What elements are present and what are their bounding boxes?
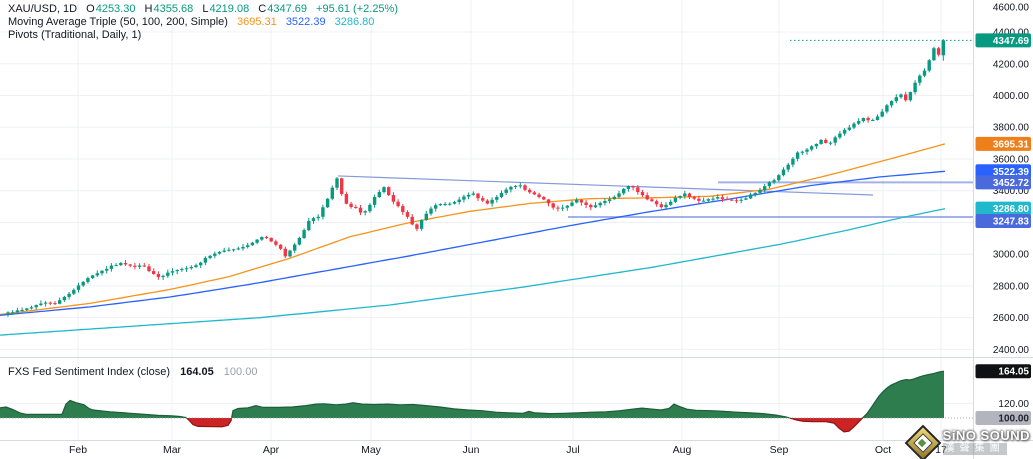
- price-scale-bg: [973, 0, 1033, 459]
- svg-text:4347.69: 4347.69: [993, 36, 1030, 47]
- price-axis-label: 4400.00: [993, 28, 1030, 39]
- price-axis-label: 120.00: [998, 399, 1029, 410]
- ma-indicator-title[interactable]: Moving Average Triple (50, 100, 200, Sim…: [8, 16, 228, 28]
- sino-sound-logo-icon: [904, 424, 942, 459]
- watermark-chinese-text: 漢聲集團: [942, 442, 1007, 455]
- time-axis-label: Aug: [673, 444, 692, 456]
- price-badge: 3522.39: [975, 164, 1031, 179]
- svg-text:3522.39: 3522.39: [993, 167, 1030, 178]
- sentiment-base-value: 100.00: [223, 366, 258, 378]
- ma-100-line[interactable]: [0, 170, 946, 316]
- price-axis-label: 4200.00: [993, 59, 1030, 70]
- time-scale-bg: [0, 440, 1033, 459]
- descending-trendline[interactable]: [337, 175, 874, 196]
- time-axis-label: Feb: [69, 444, 87, 456]
- open-value: 4253.30: [95, 3, 136, 15]
- price-badge: 100.00: [975, 411, 1031, 425]
- sentiment-area: [0, 370, 973, 433]
- price-scale[interactable]: 4600.00 4400.00 4200.00 4000.00 3800.00 3600.…: [975, 3, 1032, 426]
- pivots-indicator-row[interactable]: Pivots (Traditional, Daily, 1): [8, 29, 398, 42]
- time-scale[interactable]: Feb Mar Apr May Jun Jul Aug Sep Oct 17: [69, 444, 947, 456]
- main-chart-legend: XAU/USD, 1D O4253.30 H4355.68 L4219.08 C…: [8, 3, 398, 42]
- time-axis-label: Mar: [163, 444, 182, 456]
- ma100-value: 3522.39: [285, 16, 326, 28]
- close-value: 4347.69: [267, 3, 307, 15]
- open-label: O: [86, 3, 95, 15]
- high-value: 4355.68: [153, 3, 194, 15]
- change-value: +95.61 (+2.25%): [316, 3, 398, 15]
- price-axis-label: 3600.00: [993, 154, 1030, 165]
- price-axis-label: 4000.00: [993, 91, 1030, 102]
- high-label: H: [144, 3, 153, 15]
- sentiment-indicator-row[interactable]: FXS Fed Sentiment Index (close) 164.05 1…: [8, 366, 257, 379]
- price-badge: 3286.80: [975, 201, 1031, 216]
- time-axis-label: Jul: [566, 444, 579, 456]
- svg-text:100.00: 100.00: [998, 414, 1029, 425]
- ma50-value: 3695.31: [236, 16, 277, 28]
- low-value: 4219.08: [209, 3, 250, 15]
- price-axis-label: 2600.00: [993, 313, 1030, 324]
- candles: [6, 39, 945, 317]
- price-axis-label: 2800.00: [993, 281, 1030, 292]
- svg-text:3247.83: 3247.83: [993, 217, 1030, 228]
- time-axis-label: Sep: [770, 444, 789, 456]
- ma-200-line[interactable]: [0, 208, 946, 336]
- sentiment-value: 164.05: [180, 366, 214, 378]
- price-axis-label: 3400.00: [993, 186, 1030, 197]
- price-axis-label: 2400.00: [993, 345, 1030, 356]
- time-axis-label: Apr: [263, 444, 280, 456]
- symbol-row[interactable]: XAU/USD, 1D O4253.30 H4355.68 L4219.08 C…: [8, 3, 398, 16]
- price-badge: 4347.69: [975, 33, 1031, 48]
- svg-text:164.05: 164.05: [998, 367, 1029, 378]
- low-label: L: [202, 3, 209, 15]
- grid: [0, 0, 973, 440]
- svg-text:3695.31: 3695.31: [993, 139, 1030, 150]
- ma200-value: 3286.80: [334, 16, 375, 28]
- svg-text:3286.80: 3286.80: [993, 204, 1030, 215]
- price-badge: 3247.83: [975, 214, 1031, 228]
- price-axis-label: 3000.00: [993, 250, 1030, 261]
- price-badge: 3695.31: [975, 136, 1031, 151]
- symbol-title[interactable]: XAU/USD, 1D: [8, 3, 78, 15]
- ma-50-line[interactable]: [0, 143, 946, 316]
- sentiment-legend: FXS Fed Sentiment Index (close) 164.05 1…: [8, 366, 257, 379]
- time-axis-label: Jun: [463, 444, 480, 456]
- price-axis-label: 3800.00: [993, 123, 1030, 134]
- time-axis-label: 17: [935, 444, 947, 456]
- price-badge: 3452.72: [975, 175, 1031, 190]
- price-badge: 164.05: [975, 364, 1031, 379]
- ma-indicator-row[interactable]: Moving Average Triple (50, 100, 200, Sim…: [8, 16, 398, 29]
- svg-text:3452.72: 3452.72: [993, 178, 1030, 189]
- time-axis-label: May: [361, 444, 382, 456]
- time-axis-label: Oct: [875, 444, 891, 456]
- pivots-indicator-title[interactable]: Pivots (Traditional, Daily, 1): [8, 29, 142, 41]
- sino-sound-watermark: SiNO SOUND 漢聲集團: [904, 424, 1030, 459]
- price-axis-label: 4600.00: [993, 3, 1030, 14]
- close-label: C: [258, 3, 267, 15]
- watermark-brand-text: SiNO SOUND: [942, 427, 1030, 443]
- sentiment-indicator-title[interactable]: FXS Fed Sentiment Index (close): [8, 366, 171, 378]
